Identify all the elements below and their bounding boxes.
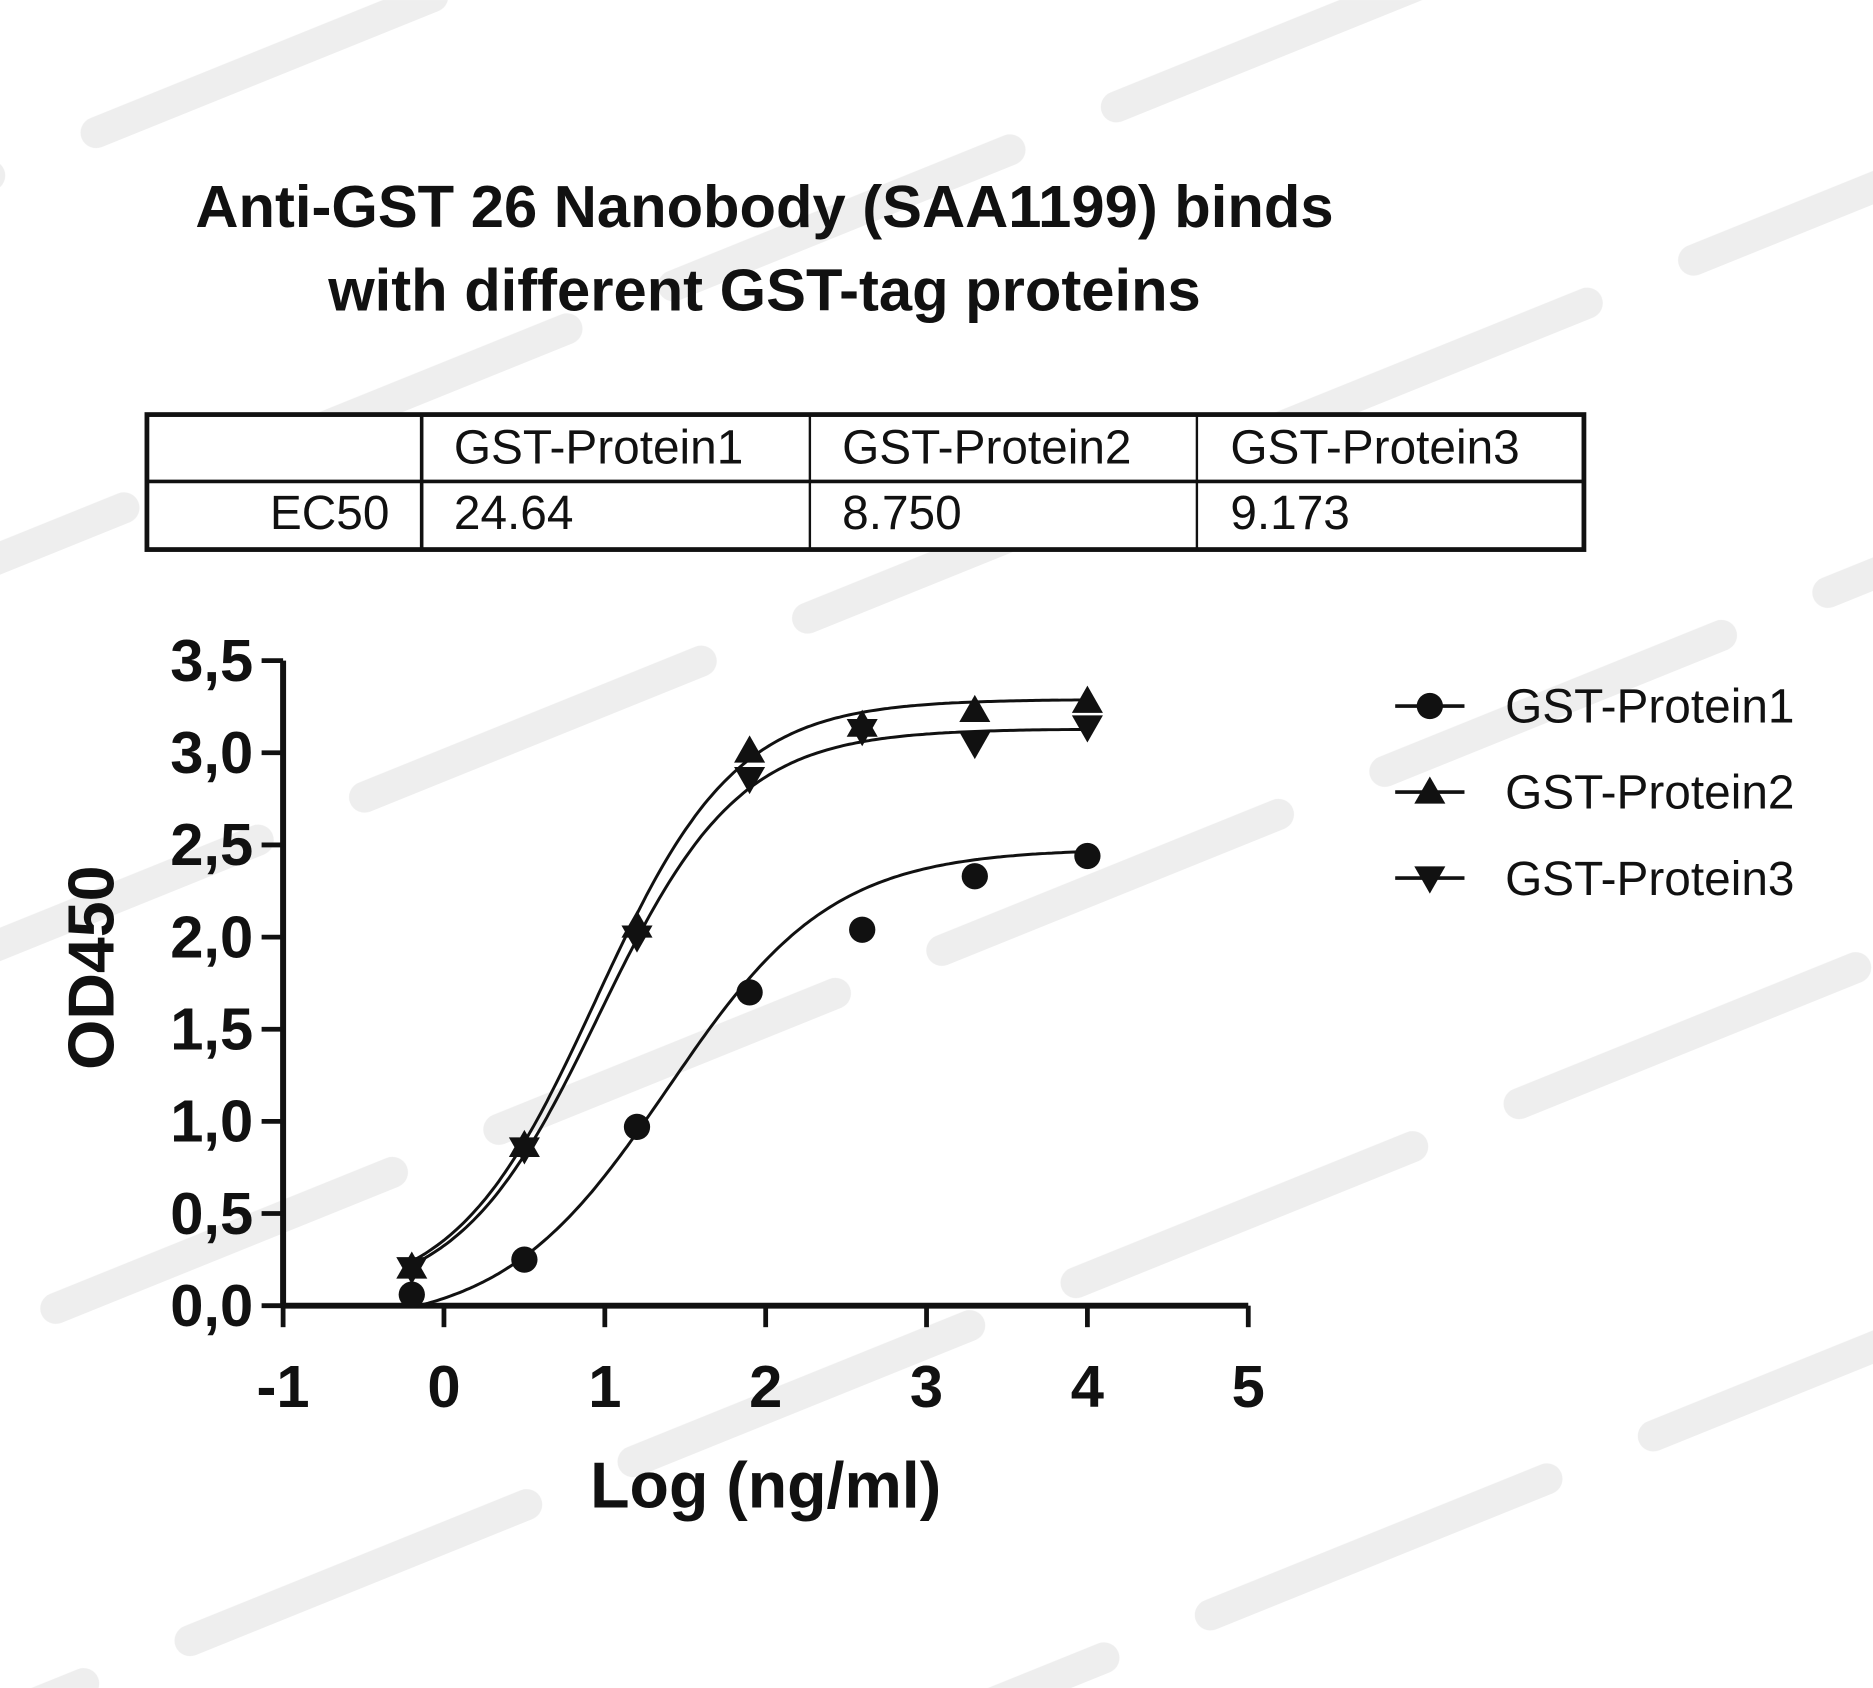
legend-marker-triangle-down [1414, 866, 1446, 894]
data-point-circle [736, 979, 763, 1006]
y-tick-label: 3,0 [170, 719, 253, 786]
data-point-circle [961, 863, 988, 890]
data-point-triangle-down [621, 925, 653, 953]
legend: GST-Protein1 GST-Protein2 GST-Protein3 [1395, 681, 1794, 906]
x-tick-label: -1 [257, 1353, 310, 1420]
data-point-triangle-up [734, 735, 766, 763]
data-point-triangle-down [846, 719, 878, 747]
legend-label: GST-Protein2 [1505, 767, 1794, 820]
y-tick-label: 1,0 [170, 1088, 253, 1155]
x-tick-label: 5 [1232, 1353, 1265, 1420]
data-point-circle [849, 916, 876, 943]
table-row-label-ec50: EC50 [270, 487, 389, 540]
chart-title-line1: Anti-GST 26 Nanobody (SAA1199) binds [195, 173, 1333, 240]
x-tick-label: 2 [749, 1353, 782, 1420]
data-point-triangle-down [396, 1257, 428, 1285]
data-point-circle [511, 1246, 538, 1273]
chart-title-line2: with different GST-tag proteins [327, 257, 1201, 324]
data-point-circle [623, 1113, 651, 1141]
y-axis-label: OD450 [55, 865, 127, 1069]
x-tick-label: 0 [427, 1353, 460, 1420]
data-points [396, 685, 1103, 1308]
data-point-triangle-up [959, 694, 991, 723]
legend-marker-circle [1416, 692, 1443, 720]
data-point-circle [1074, 842, 1101, 870]
axes: -1 0 1 2 3 4 5 0,0 0,5 1,0 1,5 2,0 2,5 3,0 3,5 [170, 627, 1265, 1420]
data-point-circle [398, 1281, 425, 1308]
y-tick-label: 3,5 [170, 627, 253, 694]
table-header-protein2: GST-Protein2 [842, 422, 1131, 475]
y-tick-label: 0,5 [170, 1180, 253, 1247]
y-tick-label: 0,0 [170, 1272, 253, 1339]
table-header-protein3: GST-Protein3 [1230, 422, 1519, 475]
x-tick-label: 1 [588, 1353, 621, 1420]
table-ec50-protein1: 24.64 [454, 487, 574, 540]
x-axis-label: Log (ng/ml) [590, 1450, 941, 1522]
data-point-triangle-down [1071, 715, 1103, 743]
table-header-protein1: GST-Protein1 [454, 422, 743, 475]
data-point-triangle-down [959, 731, 991, 760]
y-tick-label: 2,5 [170, 811, 253, 878]
table-ec50-protein2: 8.750 [842, 487, 962, 540]
ec50-table: GST-Protein1 GST-Protein2 GST-Protein3 E… [144, 412, 1587, 552]
legend-marker-triangle-up [1414, 776, 1446, 804]
y-tick-label: 2,0 [170, 903, 253, 970]
legend-label: GST-Protein1 [1505, 681, 1794, 734]
y-tick-label: 1,5 [170, 996, 253, 1063]
data-point-triangle-up [1071, 685, 1103, 713]
legend-label: GST-Protein3 [1505, 853, 1794, 906]
x-tick-label: 3 [910, 1353, 943, 1420]
data-point-triangle-down [734, 766, 766, 795]
data-point-triangle-down [508, 1137, 540, 1165]
table-ec50-protein3: 9.173 [1230, 487, 1350, 540]
x-tick-label: 4 [1071, 1353, 1104, 1420]
